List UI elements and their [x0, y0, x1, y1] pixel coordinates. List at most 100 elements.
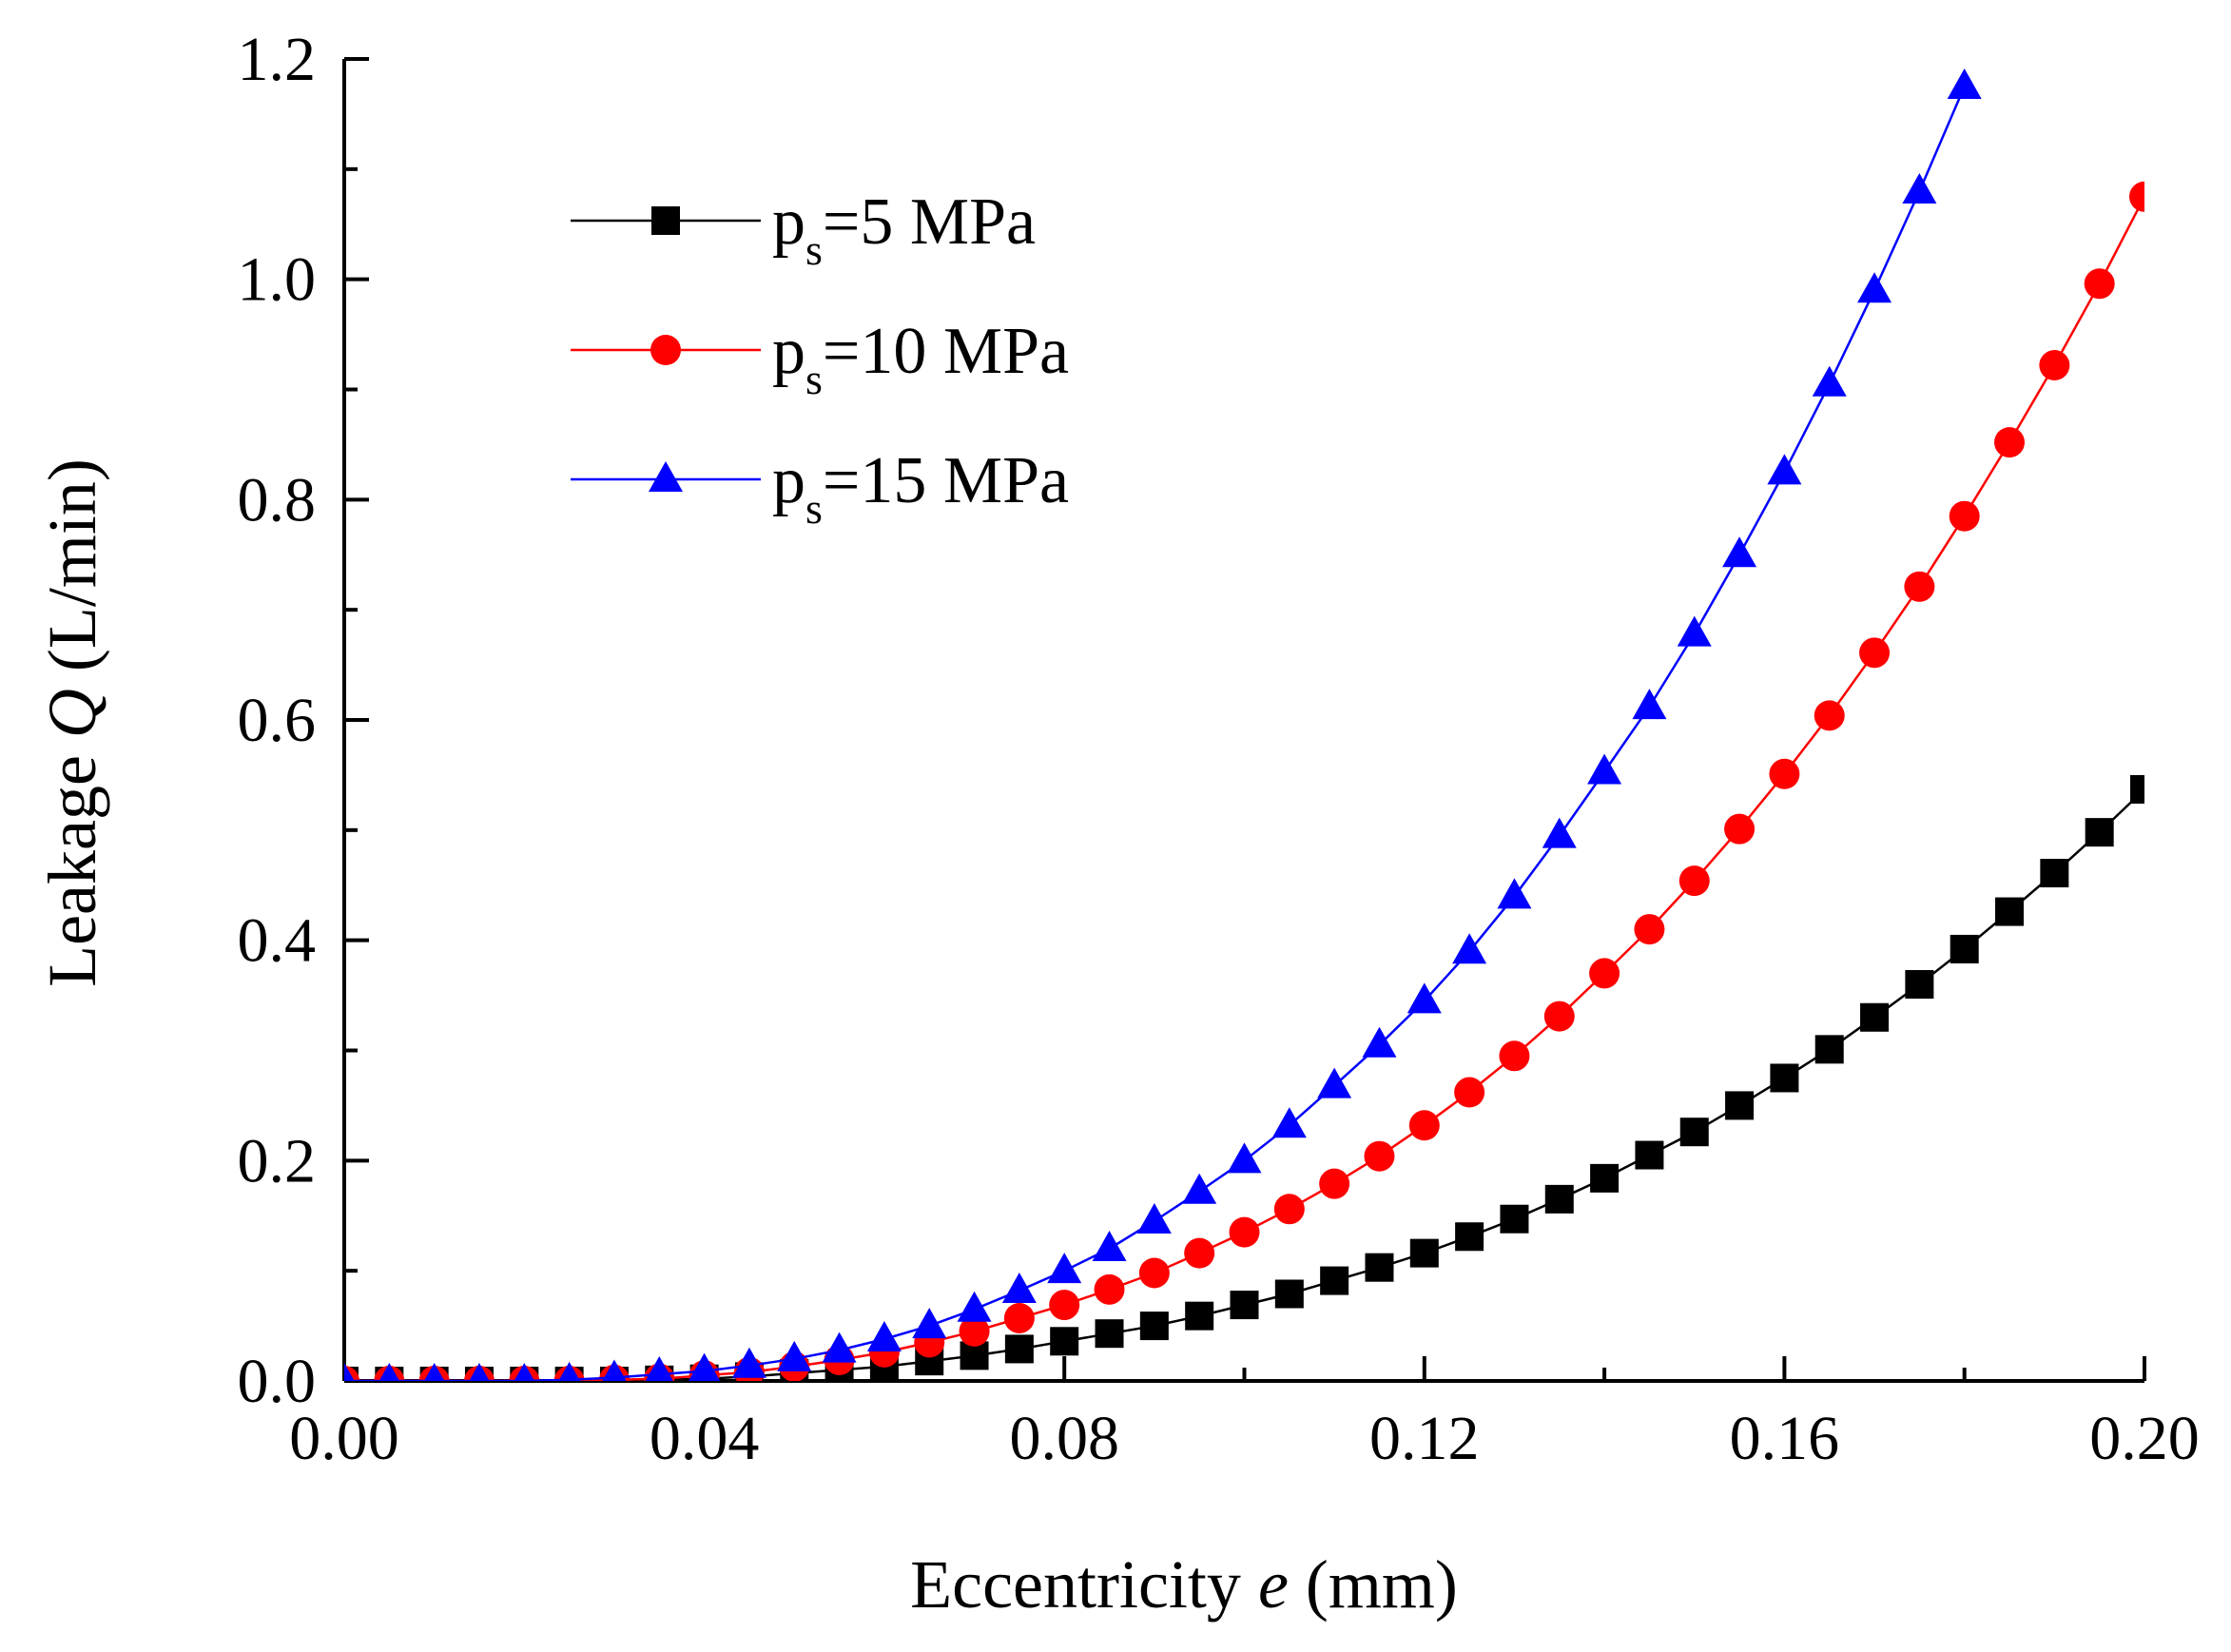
data-point: [1500, 1204, 1529, 1234]
data-point: [1139, 1312, 1169, 1341]
data-point: [1317, 1067, 1352, 1098]
data-point: [1725, 1091, 1755, 1120]
data-point: [2040, 859, 2069, 888]
x-tick-label: 0.04: [650, 1404, 760, 1473]
data-point: [1229, 1216, 1260, 1248]
data-point: [1678, 865, 1710, 897]
data-point: [959, 1315, 990, 1347]
data-point: [2084, 268, 2115, 300]
data-point: [1047, 1253, 1082, 1284]
data-point: [822, 1331, 857, 1363]
data-point: [1364, 1140, 1395, 1172]
data-point: [731, 1347, 766, 1378]
data-point: [1227, 1142, 1262, 1174]
data-point: [1677, 615, 1712, 647]
data-point: [1632, 689, 1667, 720]
y-ticks: 0.0 0.2 0.4 0.6 0.8 1.0 1.2: [238, 25, 369, 1416]
y-axis-title: Leakage Q (L/min): [34, 458, 110, 987]
legend-label: ps=10 MPa: [772, 315, 1069, 403]
data-point: [777, 1340, 812, 1371]
y-tick-label: 0.8: [238, 465, 317, 534]
data-point: [1995, 897, 2025, 926]
data-point: [1905, 970, 1934, 999]
y-tick-label: 0.6: [238, 686, 317, 755]
data-point: [1182, 1173, 1217, 1204]
data-point: [1454, 1077, 1485, 1108]
data-point: [912, 1308, 947, 1339]
data-point: [1320, 1266, 1349, 1295]
data-point: [1635, 1140, 1664, 1170]
data-point: [1544, 1184, 1574, 1214]
data-point: [1814, 700, 1845, 731]
data-point: [1094, 1273, 1125, 1305]
series-square: [344, 774, 2144, 1381]
data-point: [1271, 1107, 1307, 1138]
data-point: [1497, 878, 1532, 909]
data-point: [558, 1361, 580, 1381]
data-point: [1319, 1168, 1350, 1199]
data-point: [1769, 758, 1800, 789]
x-tick-label: 0.20: [2089, 1404, 2200, 1473]
data-point: [1003, 1302, 1035, 1333]
data-point: [1812, 365, 1847, 397]
data-point: [1722, 536, 1757, 568]
data-point: [602, 1359, 627, 1381]
data-point: [1543, 1001, 1575, 1032]
data-point: [1138, 1257, 1170, 1289]
data-point: [1814, 1035, 1844, 1064]
data-point: [1049, 1290, 1080, 1321]
series-line: [344, 196, 2144, 1381]
data-point: [1587, 753, 1622, 785]
data-point: [514, 1363, 534, 1381]
data-point: [1590, 1163, 1620, 1193]
legend-marker: [651, 206, 680, 235]
legend-item: ps=10 MPa: [571, 315, 1069, 403]
data-point: [1994, 427, 2026, 458]
data-point: [344, 1363, 355, 1381]
data-point: [1860, 1002, 1890, 1032]
y-tick-label: 0.4: [238, 906, 317, 976]
data-point: [1902, 173, 1937, 204]
y-tick-label: 0.0: [238, 1347, 317, 1416]
data-point: [1452, 933, 1487, 964]
y-tick-label: 0.2: [238, 1126, 317, 1195]
plot-area: 0.00 0.04 0.08 0.12 0.16 0.20 0.0 0.2 0.4 0.6 0.8…: [238, 25, 2200, 1473]
data-point: [2039, 350, 2070, 381]
data-point: [1095, 1319, 1124, 1349]
y-tick-label: 1.0: [238, 245, 317, 315]
data-point: [1274, 1279, 1304, 1309]
data-point: [1136, 1203, 1172, 1234]
x-tick-label: 0.08: [1009, 1404, 1119, 1473]
legend-marker: [649, 461, 683, 492]
data-point: [1230, 1291, 1259, 1320]
data-point: [1857, 272, 1892, 303]
data-point: [1406, 982, 1442, 1014]
data-point: [1499, 1040, 1530, 1072]
data-point: [1949, 500, 1980, 532]
data-point: [1455, 1222, 1484, 1252]
x-ticks: 0.00 0.04 0.08 0.12 0.16 0.20: [289, 1356, 2200, 1473]
data-point: [1004, 1334, 1034, 1364]
data-point: [866, 1320, 902, 1351]
series-circle: [344, 181, 2144, 1381]
data-point: [2130, 774, 2144, 804]
data-point: [1589, 958, 1620, 989]
x-tick-label: 0.12: [1369, 1404, 1480, 1473]
data-point: [1767, 454, 1802, 485]
data-point: [423, 1363, 445, 1381]
data-point: [2085, 818, 2114, 847]
legend-item: ps=15 MPa: [571, 444, 1069, 533]
series-layer: [344, 68, 2144, 1381]
series-line: [344, 86, 1966, 1381]
data-point: [1001, 1273, 1037, 1304]
data-point: [1770, 1063, 1799, 1093]
data-point: [645, 1356, 673, 1381]
data-point: [1362, 1026, 1397, 1058]
data-point: [1950, 934, 1979, 963]
data-point: [1542, 817, 1577, 848]
data-point: [1185, 1301, 1214, 1331]
data-point: [1859, 637, 1891, 669]
data-point: [378, 1363, 400, 1381]
x-tick-label: 0.00: [289, 1404, 399, 1473]
